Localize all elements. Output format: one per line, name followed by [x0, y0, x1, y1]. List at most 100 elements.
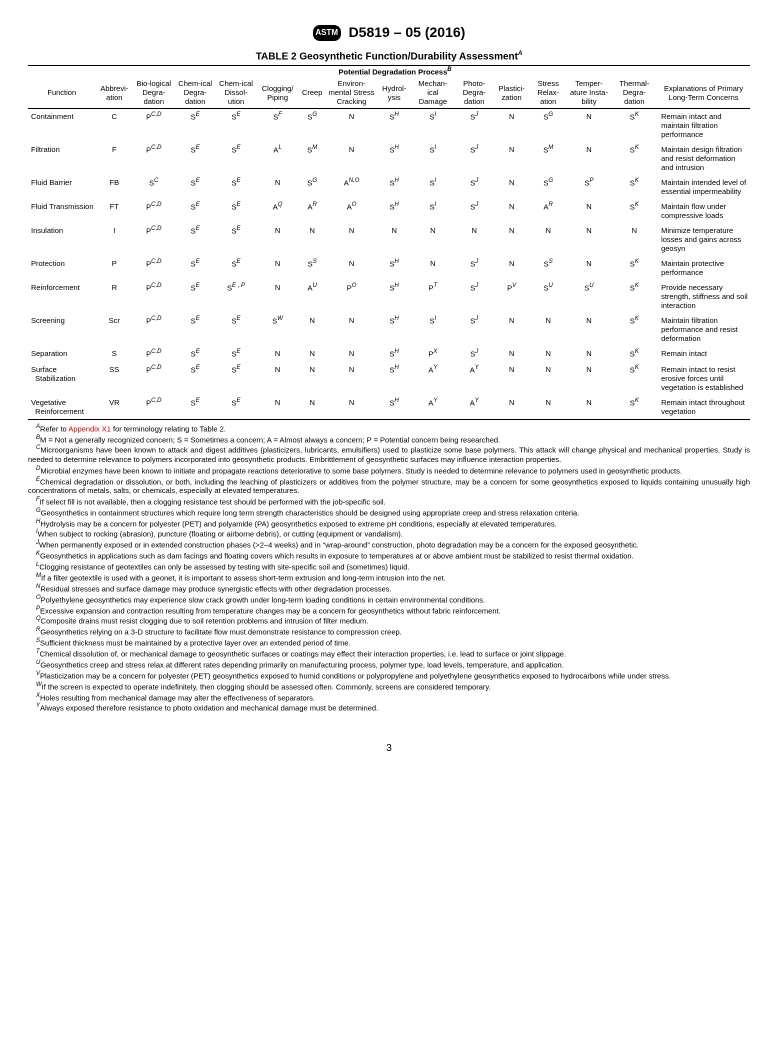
cell-value: SK: [612, 109, 658, 143]
footnote: TChemical dissolution of, or mechanical …: [28, 649, 750, 659]
cell-value: SK: [612, 199, 658, 223]
footnote: LClogging resistance of geotextiles can …: [28, 562, 750, 572]
cell-value: PC,D: [133, 142, 174, 175]
col-temp: Temper-ature Insta-bility: [566, 77, 611, 109]
cell-value: SJ: [455, 199, 493, 223]
cell-value: SE: [216, 223, 256, 256]
cell-value: SE: [216, 346, 256, 362]
cell-abbrev: R: [96, 280, 134, 313]
cell-value: SI: [411, 109, 455, 143]
cell-function: Separation: [28, 346, 96, 362]
cell-value: N: [256, 223, 299, 256]
footnote: ARefer to Appendix X1 for terminology re…: [28, 424, 750, 434]
cell-value: PO: [325, 280, 377, 313]
footnote: CMicroorganisms have been known to attac…: [28, 445, 750, 464]
cell-function: Reinforcement: [28, 280, 96, 313]
cell-value: AY: [455, 395, 493, 420]
cell-value: N: [493, 142, 530, 175]
doc-header: ASTM D5819 – 05 (2016): [28, 24, 750, 41]
col-function: Function: [28, 77, 96, 109]
cell-value: N: [256, 346, 299, 362]
cell-value: N: [493, 199, 530, 223]
cell-value: SC: [133, 175, 174, 199]
cell-value: N: [325, 256, 377, 280]
cell-value: N: [530, 346, 566, 362]
cell-value: SE: [175, 109, 216, 143]
cell-value: SI: [411, 199, 455, 223]
cell-value: N: [299, 313, 325, 346]
cell-explanation: Maintain design filtration and resist de…: [657, 142, 750, 175]
cell-value: SE: [216, 175, 256, 199]
table-row: ContainmentCPC,DSESESFSGNSHSISJNSGNSKRem…: [28, 109, 750, 143]
cell-value: AO: [325, 199, 377, 223]
cell-explanation: Maintain protective performance: [657, 256, 750, 280]
col-hydro: Hydrol-ysis: [378, 77, 411, 109]
cell-value: AY: [411, 395, 455, 420]
cell-abbrev: FT: [96, 199, 134, 223]
cell-value: SG: [530, 175, 566, 199]
cell-value: N: [530, 395, 566, 420]
footnote: QComposite drains must resist clogging d…: [28, 616, 750, 626]
cell-value: SK: [612, 313, 658, 346]
cell-value: SH: [378, 395, 411, 420]
col-photo: Photo-Degra-dation: [455, 77, 493, 109]
cell-value: PC,D: [133, 109, 174, 143]
cell-value: SG: [299, 175, 325, 199]
table-row: Vegetative ReinforcementVRPC,DSESENNNSHA…: [28, 395, 750, 420]
cell-value: N: [566, 109, 611, 143]
cell-value: SK: [612, 256, 658, 280]
cell-value: N: [493, 395, 530, 420]
col-env: Environ-mental Stress Cracking: [325, 77, 377, 109]
cell-value: N: [493, 256, 530, 280]
col-expl: Explanations of Primary Long-Term Concer…: [657, 77, 750, 109]
cell-value: PC,D: [133, 362, 174, 395]
cell-value: N: [566, 223, 611, 256]
cell-value: N: [299, 395, 325, 420]
cell-value: SP: [566, 175, 611, 199]
cell-value: SE: [175, 395, 216, 420]
cell-value: AU: [299, 280, 325, 313]
cell-value: SE: [216, 362, 256, 395]
cell-value: N: [493, 175, 530, 199]
footnote: MIf a filter geotextile is used with a g…: [28, 573, 750, 583]
cell-value: N: [256, 175, 299, 199]
cell-explanation: Maintain intended level of essential imp…: [657, 175, 750, 199]
cell-value: N: [325, 142, 377, 175]
cell-value: N: [378, 223, 411, 256]
table-row: InsulationIPC,DSESENNNNNNNNNNMinimize te…: [28, 223, 750, 256]
cell-value: PC,D: [133, 199, 174, 223]
cell-value: SH: [378, 362, 411, 395]
table-row: SeparationSPC,DSESENNNSHPXSJNNNSKRemain …: [28, 346, 750, 362]
cell-value: N: [493, 346, 530, 362]
cell-abbrev: P: [96, 256, 134, 280]
cell-function: Filtration: [28, 142, 96, 175]
cell-value: N: [411, 223, 455, 256]
cell-abbrev: C: [96, 109, 134, 143]
cell-value: PC,D: [133, 346, 174, 362]
table-row: ProtectionPPC,DSESENSSNSHNSJNSSNSKMainta…: [28, 256, 750, 280]
col-mech: Mechan-ical Damage: [411, 77, 455, 109]
table-row: Fluid TransmissionFTPC,DSESEAQARAOSHSISJ…: [28, 199, 750, 223]
col-creep: Creep: [299, 77, 325, 109]
page-number: 3: [28, 743, 750, 754]
cell-value: SW: [256, 313, 299, 346]
cell-value: SM: [299, 142, 325, 175]
cell-value: SK: [612, 142, 658, 175]
cell-value: N: [493, 109, 530, 143]
cell-value: SI: [411, 175, 455, 199]
cell-value: N: [455, 223, 493, 256]
cell-value: PC,D: [133, 256, 174, 280]
cell-value: N: [493, 362, 530, 395]
cell-value: SH: [378, 280, 411, 313]
cell-abbrev: VR: [96, 395, 134, 420]
cell-value: SI: [411, 142, 455, 175]
table-row: Fluid BarrierFBSCSESENSGAN,OSHSISJNSGSPS…: [28, 175, 750, 199]
cell-value: AN,O: [325, 175, 377, 199]
cell-value: SE , P: [216, 280, 256, 313]
footnote: NResidual stresses and surface damage ma…: [28, 584, 750, 594]
cell-value: SJ: [455, 280, 493, 313]
cell-value: N: [493, 223, 530, 256]
cell-value: SH: [378, 109, 411, 143]
col-stress: Stress Relax-ation: [530, 77, 566, 109]
cell-function: Insulation: [28, 223, 96, 256]
